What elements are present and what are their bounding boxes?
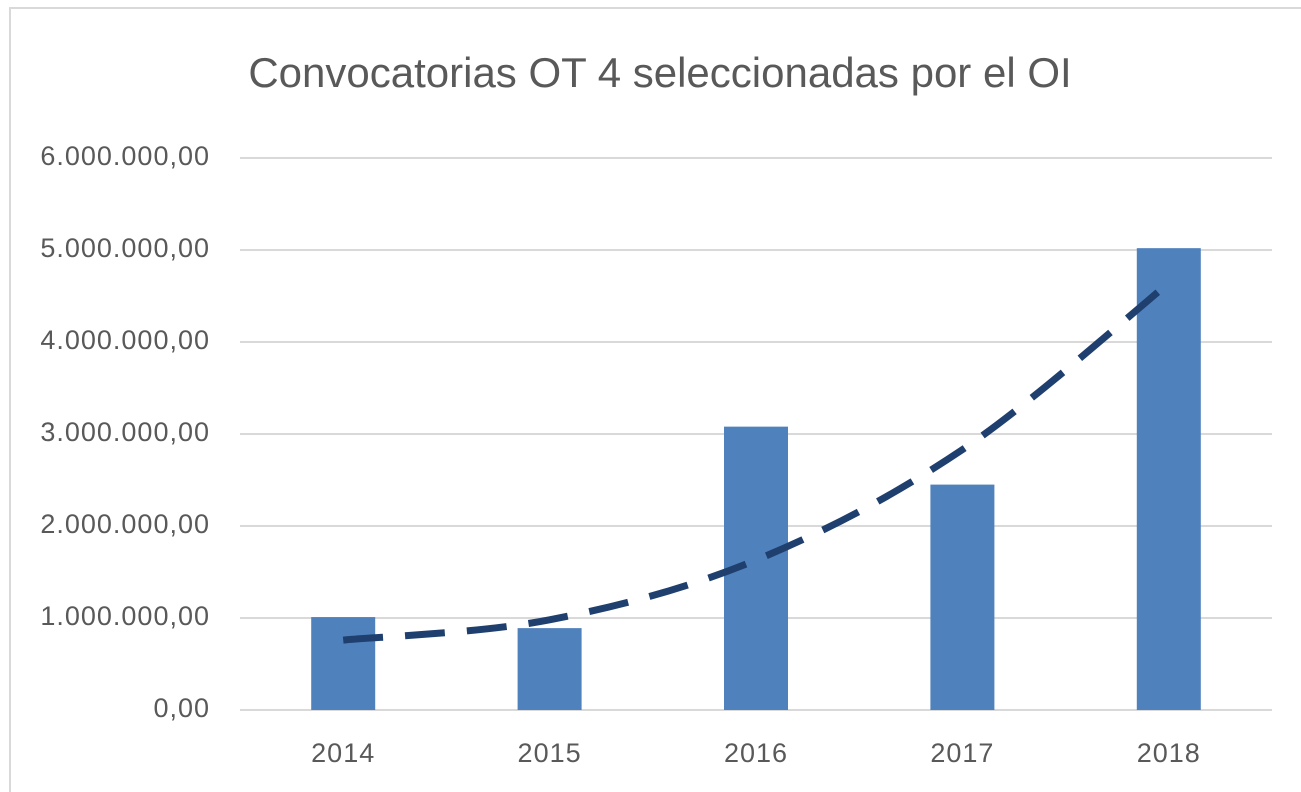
chart-title: Convocatorias OT 4 seleccionadas por el … [248,49,1071,96]
x-tick-label: 2014 [311,738,375,768]
x-tick-label: 2017 [930,738,994,768]
y-tick-label: 2.000.000,00 [40,509,210,539]
y-tick-label: 4.000.000,00 [40,325,210,355]
bar [517,628,582,710]
chart-border [9,7,1301,792]
bar [311,617,376,710]
x-tick-label: 2015 [518,738,582,768]
y-tick-label: 1.000.000,00 [40,601,210,631]
x-tick-label: 2018 [1137,738,1201,768]
bar [930,484,995,710]
trendline [342,280,1171,644]
x-tick-label: 2016 [724,738,788,768]
bar [1136,248,1201,710]
y-tick-label: 0,00 [153,693,210,723]
y-tick-label: 3.000.000,00 [40,417,210,447]
y-tick-label: 5.000.000,00 [40,233,210,263]
y-tick-label: 6.000.000,00 [40,141,210,171]
